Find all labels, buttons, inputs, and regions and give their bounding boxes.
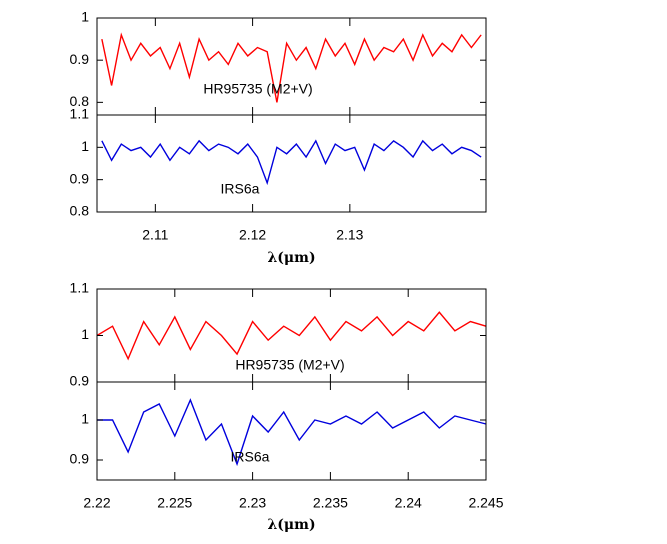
x-tick-label: 2.23 <box>239 495 266 511</box>
y-tick-label: 0.9 <box>70 451 90 467</box>
y-tick-label: 1.1 <box>70 106 90 122</box>
spectrum-line <box>101 139 482 186</box>
x-tick-label: 2.24 <box>395 495 422 511</box>
panel-frame <box>96 17 487 116</box>
y-tick-label: 0.9 <box>70 170 90 186</box>
spectrum-line <box>97 398 487 467</box>
panel-frame <box>96 381 487 481</box>
panel-frame <box>96 114 487 213</box>
y-tick-label: 1 <box>81 326 89 342</box>
x-tick-label: 2.13 <box>336 227 363 243</box>
series-label: HR95735 (M2+V) <box>203 81 312 97</box>
y-tick-label: 1.1 <box>70 280 90 296</box>
y-tick-label: 0.8 <box>70 93 90 109</box>
x-tick-label: 2.11 <box>142 227 168 243</box>
y-tick-label: 0.9 <box>70 51 90 67</box>
x-tick-label: 2.235 <box>313 495 348 511</box>
y-tick-label: 0.8 <box>70 203 90 219</box>
series-label: IRS6a <box>221 181 260 197</box>
x-axis-label: λ(μm) <box>267 517 315 533</box>
x-tick-label: 2.22 <box>83 495 110 511</box>
y-tick-label: 1 <box>81 9 89 25</box>
x-tick-label: 2.245 <box>468 495 503 511</box>
series-label: HR95735 (M2+V) <box>235 357 344 373</box>
y-tick-label: 0.9 <box>70 373 90 389</box>
x-tick-label: 2.225 <box>157 495 192 511</box>
x-tick-label: 2.12 <box>239 227 266 243</box>
y-tick-label: 1 <box>81 138 89 154</box>
spectrum-line <box>101 32 482 103</box>
y-tick-label: 1 <box>81 411 89 427</box>
x-axis-label: λ(μm) <box>267 250 315 266</box>
series-label: IRS6a <box>231 449 270 465</box>
spectrum-line <box>96 311 487 361</box>
